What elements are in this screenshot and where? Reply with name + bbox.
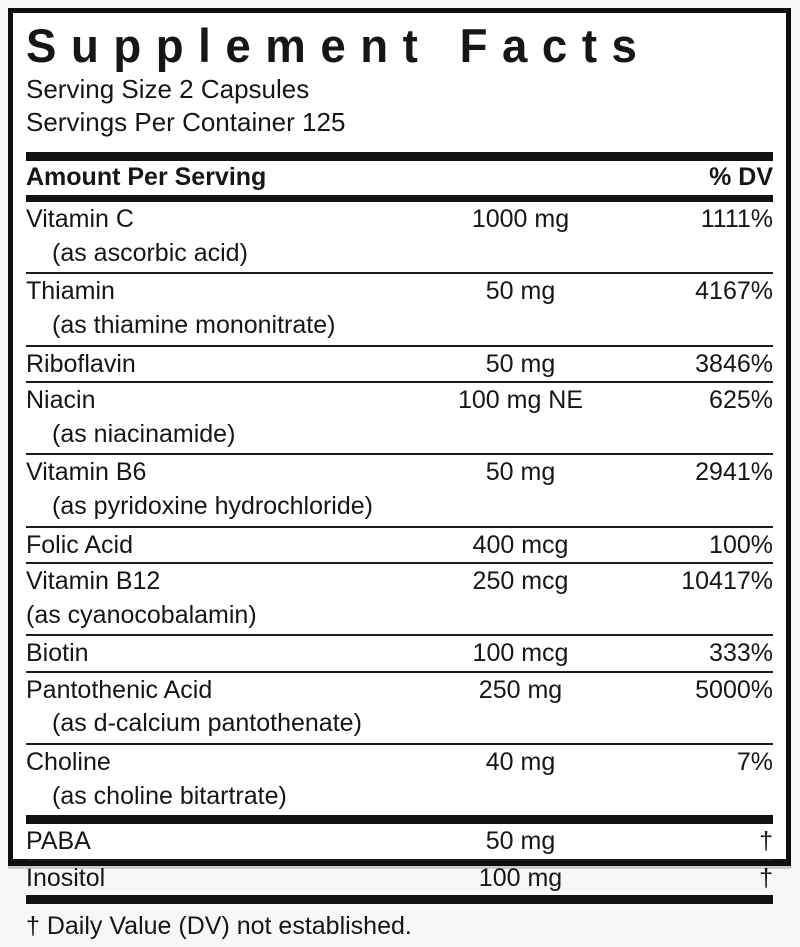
nutrient-dv: 1111%	[648, 205, 773, 235]
nutrient-group-niacin: Niacin 100 mg NE 625% (as niacinamide)	[26, 383, 773, 455]
nutrient-name: Vitamin B6	[26, 458, 393, 488]
table-row: Niacin 100 mg NE 625%	[26, 383, 773, 418]
amount-per-serving-header: Amount Per Serving	[26, 163, 266, 192]
nutrient-group-vitamin-b12: Vitamin B12 250 mcg 10417% (as cyanocoba…	[26, 564, 773, 636]
nutrient-group-paba: PABA 50 mg †	[26, 824, 773, 861]
nutrient-name: Choline	[26, 748, 393, 778]
nutrient-source: (as cyanocobalamin)	[26, 599, 773, 635]
nutrient-dv-dagger: †	[648, 864, 773, 894]
nutrient-group-folic-acid: Folic Acid 400 mcg 100%	[26, 528, 773, 565]
nutrient-dv: 333%	[648, 639, 773, 669]
table-row: Riboflavin 50 mg 3846%	[26, 347, 773, 382]
nutrient-group-pantothenic-acid: Pantothenic Acid 250 mg 5000% (as d-calc…	[26, 673, 773, 745]
nutrient-name: Biotin	[26, 639, 393, 669]
nutrient-group-riboflavin: Riboflavin 50 mg 3846%	[26, 347, 773, 384]
nutrient-name: Folic Acid	[26, 531, 393, 561]
nutrient-name: Pantothenic Acid	[26, 676, 393, 706]
panel-title: Supplement Facts	[26, 20, 751, 73]
nutrient-source: (as d-calcium pantothenate)	[26, 707, 773, 743]
table-row: Folic Acid 400 mcg 100%	[26, 528, 773, 563]
nutrient-dv: 2941%	[648, 458, 773, 488]
nutrient-group-inositol: Inositol 100 mg †	[26, 861, 773, 896]
nutrient-name: Inositol	[26, 864, 393, 894]
servings-per-container: Servings Per Container 125	[26, 106, 773, 139]
nutrient-name: Vitamin B12	[26, 567, 393, 597]
nutrient-amount: 100 mcg	[393, 639, 648, 669]
nutrient-dv: 3846%	[648, 350, 773, 380]
percent-dv-header: % DV	[709, 163, 773, 192]
divider-bar-bottom	[26, 895, 773, 904]
dv-footnote: † Daily Value (DV) not established.	[26, 904, 773, 947]
divider-bar-header	[26, 195, 773, 202]
nutrient-group-vitamin-b6: Vitamin B6 50 mg 2941% (as pyridoxine hy…	[26, 455, 773, 527]
nutrient-amount: 100 mg	[393, 864, 648, 894]
nutrient-amount: 100 mg NE	[393, 386, 648, 416]
table-row: Biotin 100 mcg 333%	[26, 636, 773, 671]
nutrient-name: Niacin	[26, 386, 393, 416]
table-row: PABA 50 mg †	[26, 824, 773, 859]
table-row: Choline 40 mg 7%	[26, 745, 773, 780]
nutrient-group-choline: Choline 40 mg 7% (as choline bitartrate)	[26, 745, 773, 815]
table-row: Vitamin C 1000 mg 1111%	[26, 202, 773, 237]
nutrient-amount: 50 mg	[393, 277, 648, 307]
table-row: Thiamin 50 mg 4167%	[26, 274, 773, 309]
table-row: Vitamin B12 250 mcg 10417%	[26, 564, 773, 599]
nutrient-amount: 40 mg	[393, 748, 648, 778]
spacer	[26, 139, 773, 152]
nutrient-dv: 100%	[648, 531, 773, 561]
nutrient-dv: 5000%	[648, 676, 773, 706]
nutrient-dv: 10417%	[648, 567, 773, 597]
nutrient-amount: 50 mg	[393, 350, 648, 380]
serving-size: Serving Size 2 Capsules	[26, 73, 773, 106]
nutrient-group-biotin: Biotin 100 mcg 333%	[26, 636, 773, 673]
nutrient-dv-dagger: †	[648, 827, 773, 857]
nutrient-amount: 400 mcg	[393, 531, 648, 561]
nutrient-source: (as choline bitartrate)	[26, 780, 773, 816]
nutrient-source: (as pyridoxine hydrochloride)	[26, 490, 773, 526]
table-row: Inositol 100 mg †	[26, 861, 773, 896]
nutrient-source: (as ascorbic acid)	[26, 237, 773, 273]
nutrient-dv: 7%	[648, 748, 773, 778]
divider-bar-other-ingredients	[26, 815, 773, 824]
table-row: Vitamin B6 50 mg 2941%	[26, 455, 773, 490]
nutrient-amount: 250 mg	[393, 676, 648, 706]
nutrient-name: Thiamin	[26, 277, 393, 307]
nutrient-name: PABA	[26, 827, 393, 857]
nutrient-group-thiamin: Thiamin 50 mg 4167% (as thiamine mononit…	[26, 274, 773, 346]
nutrient-table: Vitamin C 1000 mg 1111% (as ascorbic aci…	[26, 202, 773, 947]
nutrient-amount: 250 mcg	[393, 567, 648, 597]
nutrient-name: Vitamin C	[26, 205, 393, 235]
divider-bar-top	[26, 152, 773, 161]
nutrient-name: Riboflavin	[26, 350, 393, 380]
nutrient-amount: 50 mg	[393, 827, 648, 857]
nutrient-amount: 1000 mg	[393, 205, 648, 235]
nutrient-group-vitamin-c: Vitamin C 1000 mg 1111% (as ascorbic aci…	[26, 202, 773, 274]
nutrient-dv: 4167%	[648, 277, 773, 307]
nutrient-amount: 50 mg	[393, 458, 648, 488]
nutrient-dv: 625%	[648, 386, 773, 416]
table-row: Pantothenic Acid 250 mg 5000%	[26, 673, 773, 708]
nutrient-source: (as niacinamide)	[26, 418, 773, 454]
nutrient-source: (as thiamine mononitrate)	[26, 309, 773, 345]
column-header-row: Amount Per Serving % DV	[26, 161, 773, 195]
supplement-facts-panel: Supplement Facts Serving Size 2 Capsules…	[8, 8, 791, 866]
